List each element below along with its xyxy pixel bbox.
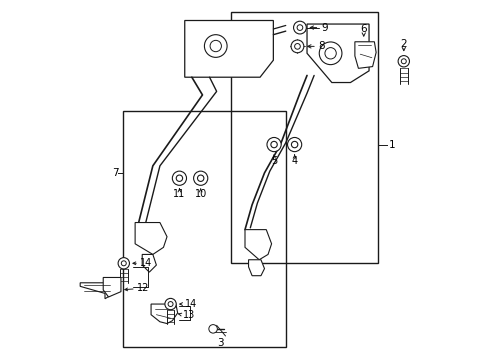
Polygon shape (355, 42, 376, 68)
Circle shape (398, 55, 410, 67)
Text: 9: 9 (321, 23, 328, 33)
Text: 12: 12 (137, 283, 149, 293)
Circle shape (294, 21, 306, 34)
Text: 14: 14 (140, 258, 152, 268)
Text: 13: 13 (183, 310, 195, 320)
Circle shape (288, 138, 302, 152)
Circle shape (291, 40, 304, 53)
Circle shape (267, 138, 281, 152)
Text: 4: 4 (292, 156, 298, 166)
Text: 14: 14 (185, 299, 197, 309)
Circle shape (210, 40, 221, 52)
Text: 2: 2 (400, 39, 407, 49)
Text: 5: 5 (271, 156, 277, 166)
Circle shape (172, 171, 187, 185)
Circle shape (168, 302, 173, 306)
Circle shape (122, 261, 126, 266)
Polygon shape (151, 304, 178, 324)
Circle shape (271, 141, 277, 148)
Polygon shape (185, 21, 273, 77)
Polygon shape (80, 283, 114, 299)
Polygon shape (307, 24, 369, 82)
Polygon shape (245, 230, 271, 260)
Circle shape (204, 35, 227, 57)
Circle shape (292, 141, 298, 148)
Circle shape (194, 171, 208, 185)
Text: 3: 3 (217, 338, 223, 348)
Polygon shape (103, 278, 121, 297)
Text: 1: 1 (389, 140, 395, 149)
Polygon shape (248, 260, 265, 276)
Circle shape (294, 44, 300, 49)
Circle shape (197, 175, 204, 181)
Circle shape (297, 25, 303, 31)
Text: 7: 7 (112, 168, 119, 178)
Text: 8: 8 (318, 41, 325, 51)
Bar (231, 12, 378, 263)
Polygon shape (135, 222, 167, 255)
Text: 11: 11 (173, 189, 186, 199)
Polygon shape (142, 255, 156, 272)
Circle shape (401, 59, 406, 64)
Circle shape (209, 325, 218, 333)
Circle shape (118, 258, 129, 269)
Text: 10: 10 (195, 189, 207, 199)
Circle shape (325, 48, 336, 59)
Text: 6: 6 (361, 24, 367, 34)
Circle shape (176, 175, 183, 181)
Bar (122, 111, 286, 347)
Circle shape (319, 42, 342, 65)
Circle shape (165, 298, 176, 310)
